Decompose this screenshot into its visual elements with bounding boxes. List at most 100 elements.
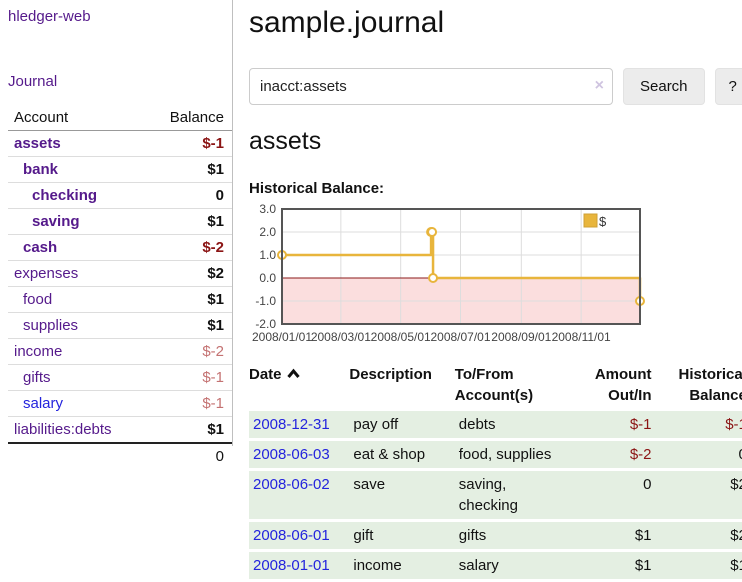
accounts-total-value: 0: [147, 442, 232, 469]
transaction-date-link[interactable]: 2008-01-01: [253, 557, 330, 574]
register-table-header: Date Description To/From Account(s) Amount Ou…: [249, 364, 742, 408]
account-balance: $-2: [147, 234, 232, 261]
account-balance: $1: [147, 312, 232, 339]
register-column-header: Description: [349, 366, 432, 383]
account-row: gifts $-1: [8, 364, 232, 391]
transaction-amount: 0: [585, 471, 656, 519]
svg-text:$: $: [599, 214, 607, 229]
svg-text:2008/09/01: 2008/09/01: [491, 330, 551, 344]
sidebar-account-link[interactable]: income: [14, 343, 63, 360]
svg-text:3.0: 3.0: [259, 203, 276, 216]
svg-text:2008/07/01: 2008/07/01: [430, 330, 490, 344]
svg-text:-1.0: -1.0: [255, 294, 276, 308]
accounts-table: Account Balance assets $-1 bank $1 checking 0…: [8, 107, 232, 469]
account-balance: $-1: [147, 130, 232, 157]
transaction-accounts: saving, checking: [454, 471, 586, 519]
account-row: cash $-2: [8, 234, 232, 261]
register-column-header[interactable]: Date: [249, 364, 349, 408]
transaction-amount: $-2: [585, 441, 656, 468]
transaction-accounts: debts: [454, 411, 586, 438]
transaction-description: save: [349, 471, 455, 519]
brand-link[interactable]: hledger-web: [8, 8, 91, 25]
account-row: liabilities:debts $1: [8, 416, 232, 444]
account-balance: $1: [147, 286, 232, 313]
transaction-accounts: gifts: [454, 522, 586, 549]
register-column-header: To/From Account(s): [454, 366, 534, 404]
transaction-balance: 0: [655, 441, 742, 468]
transaction-balance: $2: [655, 522, 742, 549]
account-balance: $2: [147, 260, 232, 287]
account-row: supplies $1: [8, 312, 232, 339]
transaction-balance: $-1: [655, 411, 742, 438]
account-balance: 0: [147, 182, 232, 209]
sidebar-account-link[interactable]: expenses: [14, 265, 79, 282]
account-balance: $1: [147, 416, 232, 444]
transaction-date-link[interactable]: 2008-06-03: [253, 446, 330, 463]
transaction-accounts: food, supplies: [454, 441, 586, 468]
transaction-description: pay off: [349, 411, 455, 438]
transaction-balance: $1: [655, 552, 742, 579]
account-balance: $-1: [147, 390, 232, 417]
page-title: sample.journal: [249, 6, 445, 39]
chart-title: Historical Balance:: [249, 180, 385, 197]
svg-text:0.0: 0.0: [259, 271, 276, 285]
sidebar-account-link[interactable]: assets: [14, 135, 61, 152]
account-row: saving $1: [8, 208, 232, 235]
transaction-accounts: salary: [454, 552, 586, 579]
sidebar-account-link[interactable]: checking: [32, 187, 98, 204]
sidebar-account-link[interactable]: bank: [23, 161, 59, 178]
register-column-header: Historical Balance: [678, 366, 742, 404]
transaction-date-link[interactable]: 2008-06-01: [253, 527, 330, 544]
register-column-header: Amount Out/In: [594, 366, 652, 404]
account-row: income $-2: [8, 338, 232, 365]
sidebar-account-link[interactable]: liabilities:debts: [14, 421, 112, 438]
transaction-description: gift: [349, 522, 455, 549]
account-balance: $1: [147, 208, 232, 235]
sort-ascending-icon: [286, 368, 300, 378]
sidebar-account-link[interactable]: gifts: [23, 369, 51, 386]
transaction-balance: $2: [655, 471, 742, 519]
sidebar-account-link[interactable]: cash: [23, 239, 58, 256]
clear-search-icon[interactable]: ×: [594, 77, 604, 94]
search-input[interactable]: [249, 68, 613, 105]
accounts-table-header: Account Balance: [8, 107, 232, 131]
search-button[interactable]: Search: [623, 68, 705, 105]
accounts-total-row: 0: [8, 442, 232, 469]
account-balance: $1: [147, 156, 232, 183]
sidebar-account-link[interactable]: supplies: [23, 317, 79, 334]
search-form: × Search ?: [249, 68, 742, 105]
historical-balance-chart: 3.0 2.0 1.0 0.0 -1.0 -2.02008/01/012008/03/01…: [252, 203, 645, 344]
sidebar-account-link[interactable]: food: [23, 291, 53, 308]
account-column-header: Account: [8, 107, 148, 131]
account-heading: assets: [249, 127, 322, 155]
help-button[interactable]: ?: [714, 68, 742, 105]
svg-text:2008/05/01: 2008/05/01: [371, 330, 431, 344]
account-balance: $-2: [147, 338, 232, 365]
transaction-description: eat & shop: [349, 441, 455, 468]
balance-column-header: Balance: [147, 107, 232, 131]
sidebar-item-journal[interactable]: Journal: [8, 73, 58, 90]
register-table: Date Description To/From Account(s) Amount Ou…: [249, 361, 742, 582]
transaction-date-link[interactable]: 2008-12-31: [253, 416, 330, 433]
account-row: salary $-1: [8, 390, 232, 417]
transaction-amount: $-1: [585, 411, 656, 438]
transaction-date-link[interactable]: 2008-06-02: [253, 476, 330, 493]
account-row: checking 0: [8, 182, 232, 209]
account-row: bank $1: [8, 156, 232, 183]
main-content: sample.journal × Search ? assets Histori…: [233, 0, 742, 582]
sidebar-account-link[interactable]: salary: [23, 395, 64, 412]
svg-text:2008/03/01: 2008/03/01: [311, 330, 371, 344]
transaction-amount: $1: [585, 552, 656, 579]
account-row: expenses $2: [8, 260, 232, 287]
svg-text:-2.0: -2.0: [255, 317, 276, 331]
sidebar-account-link[interactable]: saving: [32, 213, 80, 230]
transaction-amount: $1: [585, 522, 656, 549]
svg-text:2.0: 2.0: [259, 225, 276, 239]
svg-text:2008/01/01: 2008/01/01: [252, 330, 312, 344]
svg-text:1.0: 1.0: [259, 248, 276, 262]
